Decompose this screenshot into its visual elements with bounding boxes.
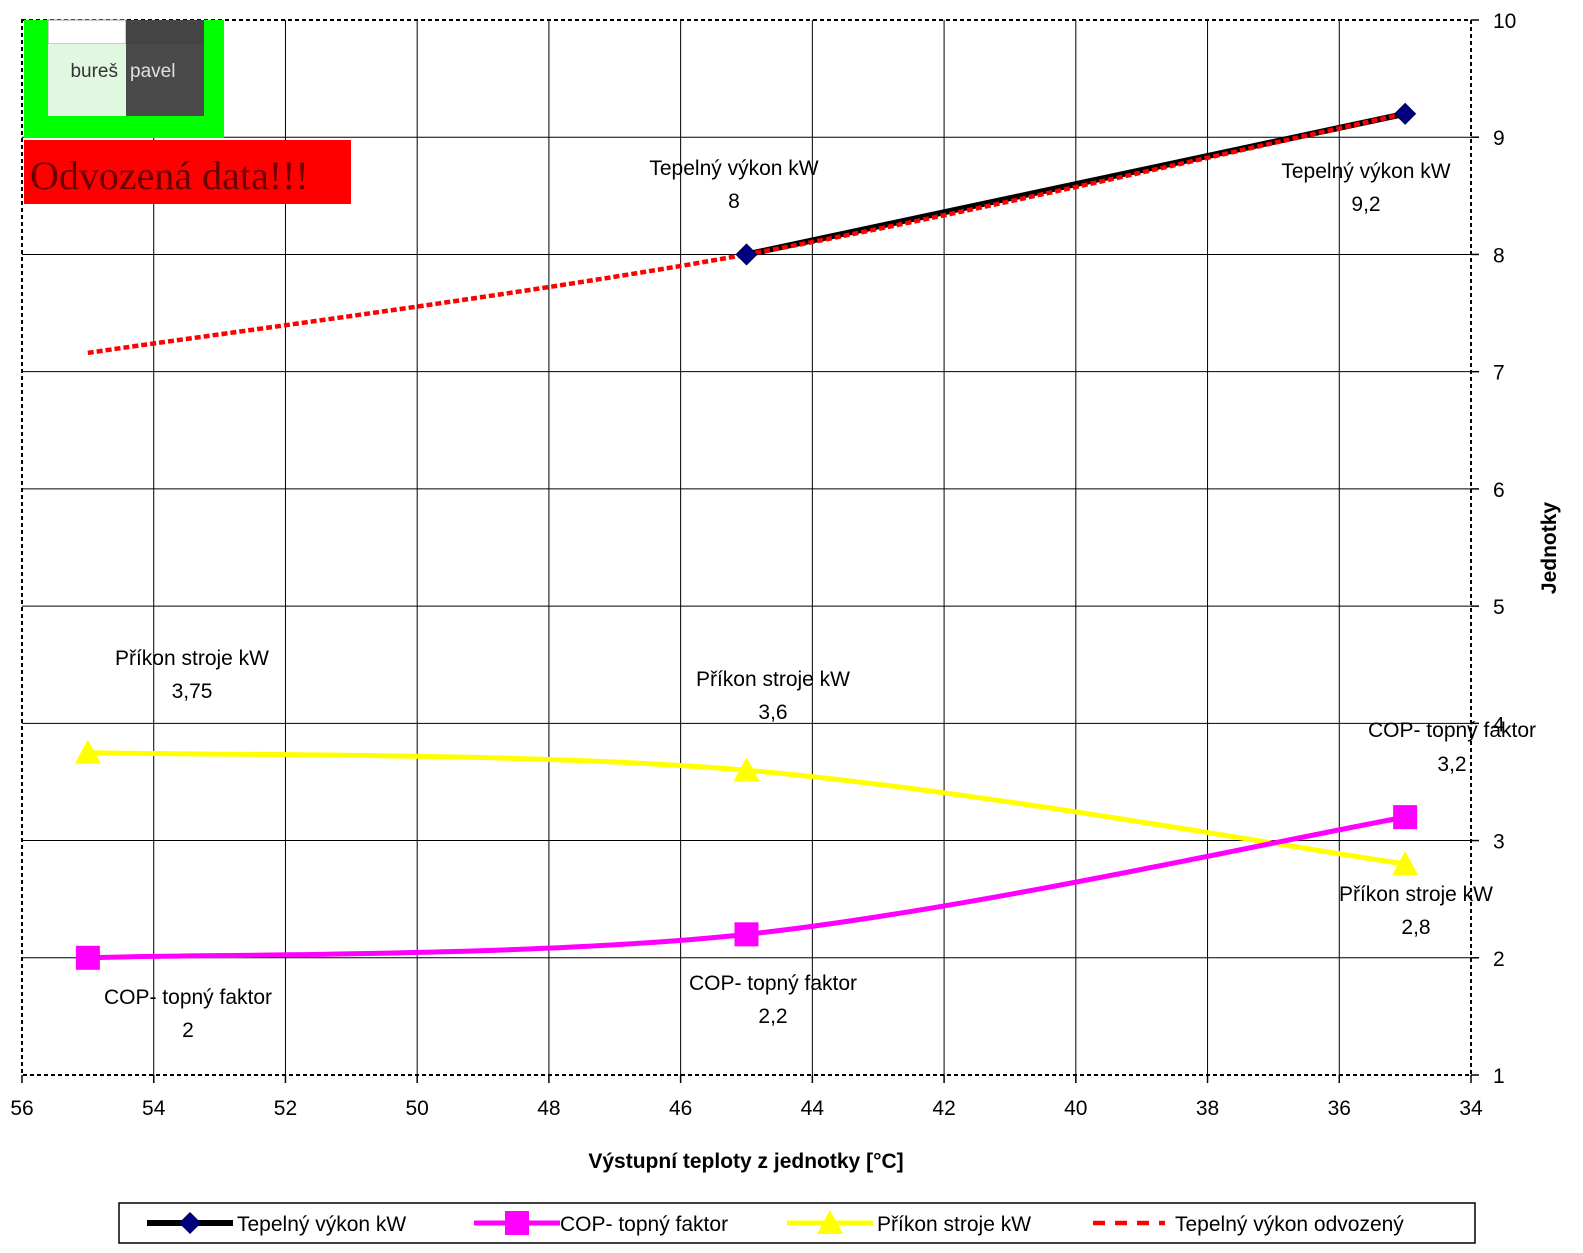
y-axis-ticks: 1 2 3 4 5 6 7 8 9 10 xyxy=(1471,10,1516,1088)
plot-area-border xyxy=(21,19,1472,1076)
x-tick-label: 42 xyxy=(932,1097,955,1120)
y-tick-label: 9 xyxy=(1493,127,1505,150)
prikon-stroje-marker xyxy=(733,757,760,782)
data-label-value: 3,6 xyxy=(758,701,787,724)
data-label-series-name: COP- topný faktor xyxy=(689,972,857,995)
banner-text: Odvozená data!!! xyxy=(30,153,309,198)
x-tick-label: 38 xyxy=(1196,1097,1219,1120)
x-tick-label: 34 xyxy=(1459,1097,1483,1120)
legend-label: Příkon stroje kW xyxy=(877,1213,1031,1236)
logo: bureš pavel xyxy=(24,19,224,138)
banner-background xyxy=(24,140,351,204)
logo-left-text: bureš xyxy=(70,61,118,82)
x-tick-label: 46 xyxy=(669,1097,692,1120)
series-markers xyxy=(74,102,1419,970)
x-tick-label: 44 xyxy=(801,1097,825,1120)
legend-label: Tepelný výkon odvozený xyxy=(1175,1213,1404,1236)
x-tick-label: 50 xyxy=(406,1097,429,1120)
logo-right-panel xyxy=(126,44,204,116)
legend-item-cop-topny-faktor: COP- topný faktor xyxy=(474,1211,728,1236)
cop-topny-faktor-marker xyxy=(734,922,759,947)
y-tick-label: 8 xyxy=(1493,244,1505,267)
prikon-stroje-marker xyxy=(74,739,101,764)
y-tick-label: 7 xyxy=(1493,362,1505,385)
x-tick-label: 54 xyxy=(142,1097,166,1120)
logo-right-text: pavel xyxy=(130,61,175,82)
prikon-stroje-marker xyxy=(1392,851,1419,875)
y-tick-label: 10 xyxy=(1493,10,1516,33)
data-label-value: 2 xyxy=(182,1019,194,1042)
x-tick-label: 40 xyxy=(1064,1097,1087,1120)
data-label-series-name: Příkon stroje kW xyxy=(1339,883,1493,906)
derived-data-banner: Odvozená data!!! xyxy=(24,140,351,204)
data-label-series-name: COP- topný faktor xyxy=(104,986,272,1009)
data-label-value: 3,75 xyxy=(172,680,213,703)
y-tick-label: 4 xyxy=(1493,713,1505,736)
data-label-value: 9,2 xyxy=(1351,193,1380,216)
data-label-series-name: Příkon stroje kW xyxy=(696,668,850,691)
data-label: Tepelný výkon kW 8 xyxy=(649,157,818,213)
legend-label: Tepelný výkon kW xyxy=(237,1213,406,1236)
x-axis-title: Výstupní teploty z jednotky [°C] xyxy=(588,1150,903,1173)
tepelny-vykon-odvozeny-line xyxy=(87,111,1406,356)
data-label-value: 2,2 xyxy=(758,1005,787,1028)
data-label-value: 2,8 xyxy=(1401,916,1430,939)
data-label-series-name: COP- topný faktor xyxy=(1368,719,1536,742)
logo-top-dark-box xyxy=(126,20,204,44)
y-tick-label: 3 xyxy=(1493,831,1505,854)
data-label-value: 3,2 xyxy=(1437,753,1466,776)
y-tick-label: 2 xyxy=(1493,948,1505,971)
x-tick-label: 36 xyxy=(1328,1097,1351,1120)
data-label: COP- topný faktor 3,2 xyxy=(1368,719,1536,776)
data-label: COP- topný faktor 2,2 xyxy=(689,972,857,1028)
logo-left-panel xyxy=(48,44,126,116)
legend-item-prikon-stroje: Příkon stroje kW xyxy=(787,1210,1031,1236)
data-label: Příkon stroje kW 2,8 xyxy=(1339,883,1493,939)
legend-item-tepelny-vykon-odvozeny: Tepelný výkon odvozený xyxy=(1093,1213,1404,1236)
cop-topny-faktor-marker xyxy=(1393,805,1418,830)
data-label: COP- topný faktor 2 xyxy=(104,986,272,1042)
data-label: Příkon stroje kW 3,6 xyxy=(696,668,850,724)
legend-swatch-marker xyxy=(505,1211,529,1235)
x-tick-label: 56 xyxy=(10,1097,33,1120)
y-tick-label: 6 xyxy=(1493,479,1505,502)
legend-swatch-marker xyxy=(817,1210,843,1234)
data-label-series-name: Příkon stroje kW xyxy=(115,647,269,670)
tepelny-vykon-marker xyxy=(735,243,758,266)
y-tick-label: 1 xyxy=(1493,1065,1505,1088)
data-labels: Tepelný výkon kW 8 Tepelný výkon kW 9,2 COP-… xyxy=(104,157,1536,1042)
x-tick-label: 48 xyxy=(537,1097,560,1120)
legend: Tepelný výkon kW COP- topný faktor Příkon … xyxy=(118,1202,1476,1244)
data-label-value: 8 xyxy=(728,190,740,213)
logo-top-box xyxy=(47,19,127,45)
data-label: Tepelný výkon kW 9,2 xyxy=(1281,160,1450,216)
data-label: Příkon stroje kW 3,75 xyxy=(115,647,269,703)
data-label-series-name: Tepelný výkon kW xyxy=(649,157,818,180)
legend-item-tepelny-vykon: Tepelný výkon kW xyxy=(147,1211,406,1236)
y-tick-label: 5 xyxy=(1493,596,1505,619)
tepelny-vykon-marker xyxy=(1394,102,1417,125)
x-tick-label: 52 xyxy=(274,1097,297,1120)
data-label-series-name: Tepelný výkon kW xyxy=(1281,160,1450,183)
y-axis-title: Jednotky xyxy=(1538,502,1561,595)
legend-swatch-marker xyxy=(178,1211,202,1235)
x-axis-ticks: 56 54 52 50 48 46 44 42 40 38 36 34 xyxy=(10,1075,1483,1120)
cop-topny-faktor-marker xyxy=(75,945,100,970)
legend-label: COP- topný faktor xyxy=(560,1213,728,1236)
